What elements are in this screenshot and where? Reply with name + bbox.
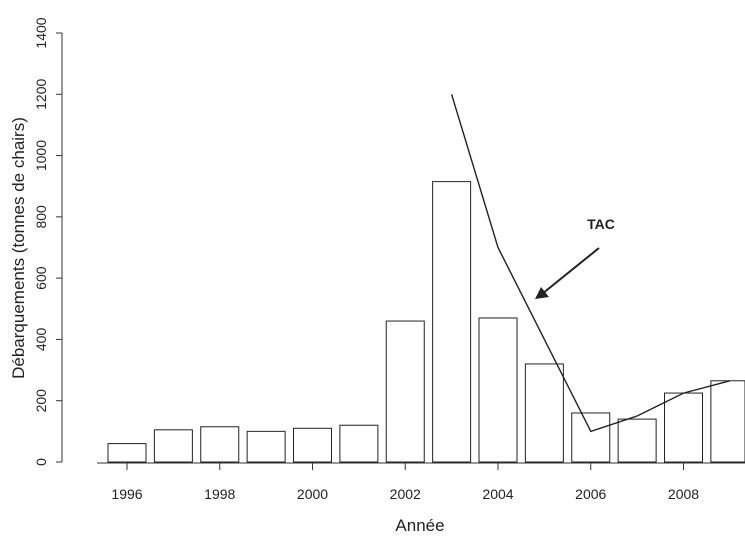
x-axis-title: Année [395, 516, 444, 535]
y-tick-label: 200 [33, 389, 49, 413]
bar-1996 [107, 443, 147, 463]
bar-2005 [524, 363, 564, 463]
tac-line [450, 94, 731, 433]
bar-2006 [571, 412, 611, 463]
bar-2004 [478, 317, 518, 463]
y-ticks-group: 0 200 400 600 800 1000 1200 1400 [33, 17, 62, 466]
bar-1999 [246, 430, 286, 463]
bar-2002 [385, 320, 425, 463]
bar-2003 [432, 181, 472, 463]
x-tick-label: 1998 [204, 486, 235, 502]
tac-line-group [450, 94, 731, 433]
bar-2001 [339, 424, 379, 463]
y-tick-label: 1000 [33, 140, 49, 171]
tac-arrow-shaft [536, 247, 600, 299]
x-tick-label: 2000 [297, 486, 328, 502]
axes-group [61, 33, 745, 464]
x-tick-label: 2004 [482, 486, 513, 502]
y-axis-title: Débarquements (tonnes de chairs) [9, 117, 28, 379]
bars-group [107, 181, 745, 463]
y-tick-label: 1400 [33, 17, 49, 48]
bar-2008 [664, 392, 703, 463]
tac-arrow-head [535, 287, 549, 299]
x-ticks-group: 1996 1998 2000 2002 2004 2006 2008 [111, 463, 699, 502]
tac-label: TAC [587, 216, 615, 232]
x-tick-label: 2002 [390, 486, 421, 502]
bar-2000 [293, 427, 332, 463]
y-tick-label: 600 [33, 266, 49, 290]
x-tick-label: 1996 [111, 486, 142, 502]
tac-annotation: TAC [535, 216, 615, 299]
bar-2007 [617, 418, 657, 463]
y-tick-label: 800 [33, 205, 49, 229]
bar-1997 [153, 429, 193, 463]
bar-1998 [200, 426, 240, 463]
x-tick-label: 2006 [575, 486, 606, 502]
x-tick-label: 2008 [668, 486, 699, 502]
y-tick-label: 1200 [33, 79, 49, 110]
y-tick-label: 400 [33, 328, 49, 352]
bar-2009 [710, 380, 745, 463]
y-tick-label: 0 [33, 458, 49, 466]
